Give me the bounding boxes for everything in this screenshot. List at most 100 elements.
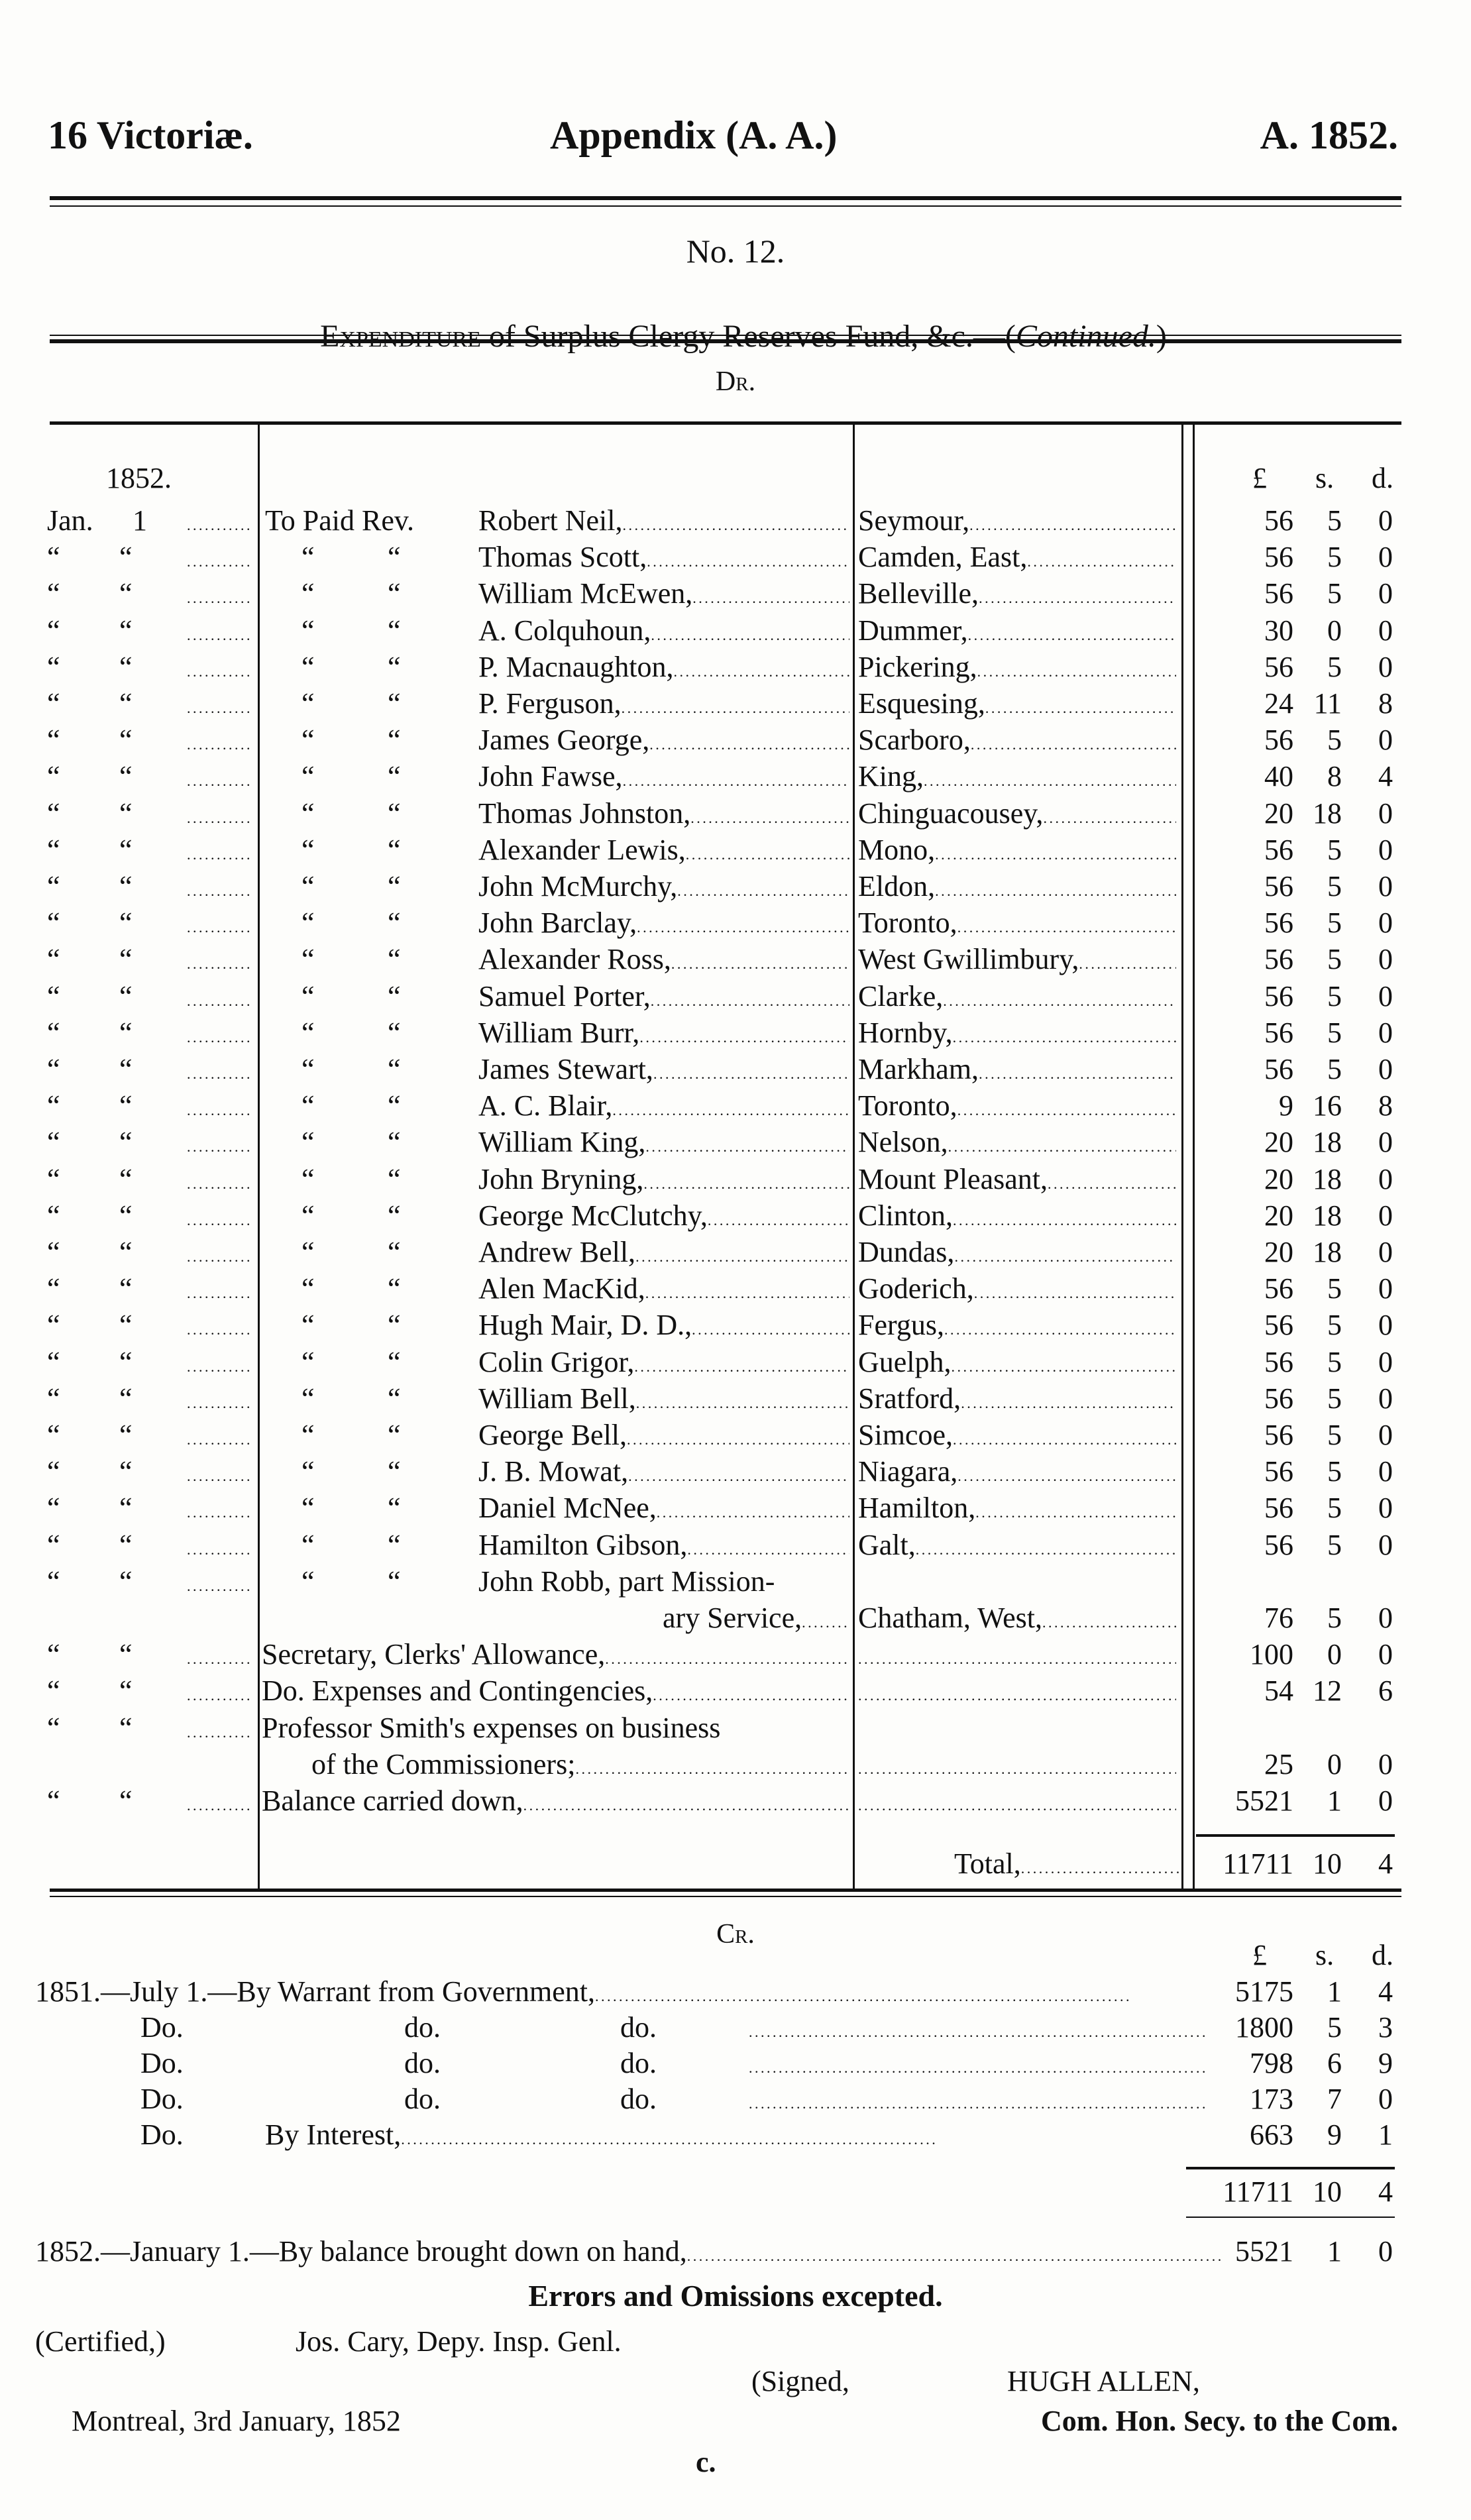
- amount-shillings: 7: [1327, 2083, 1342, 2115]
- amount-pence: 8: [1378, 1089, 1393, 1123]
- parish-name: Simcoe,: [858, 1419, 953, 1451]
- date-month: “: [47, 687, 60, 720]
- ditto-mark: “: [388, 614, 401, 647]
- leader-dots: [623, 502, 849, 539]
- date-day: “: [119, 541, 133, 574]
- date-month: “: [47, 760, 60, 793]
- leader-dots: [187, 1307, 253, 1343]
- leader-dots: [948, 1124, 1176, 1160]
- amount-pence: 0: [1378, 979, 1393, 1013]
- amount-pence: 0: [1378, 1126, 1393, 1159]
- payee-name: Thomas Scott,: [478, 541, 647, 574]
- leader-dots: [645, 1124, 849, 1160]
- date-month: “: [47, 1455, 60, 1488]
- amount-shillings: 5: [1327, 1309, 1342, 1342]
- ditto-mark: “: [301, 1053, 315, 1085]
- leader-dots: [187, 685, 253, 722]
- amount-shillings: 12: [1313, 1674, 1342, 1708]
- leader-dots: [708, 1197, 849, 1234]
- col-pounds: £: [1252, 462, 1267, 494]
- credit-heading: Cr.: [716, 1919, 755, 1949]
- ditto-mark: “: [301, 979, 315, 1013]
- leader-dots: [953, 1417, 1176, 1453]
- ditto-mark: “: [388, 1309, 401, 1342]
- date-month: “: [47, 541, 60, 574]
- date-day: “: [119, 1089, 133, 1123]
- ditto-mark: “: [301, 1016, 315, 1049]
- payee-name: Hamilton Gibson,: [478, 1528, 688, 1561]
- balance-label: 1852.—January 1.—By balance brought down…: [35, 2235, 687, 2268]
- ditto-mark: “: [301, 1492, 315, 1525]
- date-month: “: [47, 1345, 60, 1378]
- total-pence: 4: [1378, 2175, 1393, 2208]
- column-divider: [1193, 424, 1195, 1889]
- amount-pence: 0: [1378, 943, 1393, 976]
- credit-row: Do. By Interest, 663 9 1: [0, 2116, 1471, 2153]
- amount-pounds: 56: [1264, 1053, 1293, 1085]
- amount-pence: 0: [1378, 1455, 1393, 1488]
- amount-pounds: 663: [1250, 2118, 1293, 2151]
- amount-shillings: 0: [1327, 1638, 1342, 1671]
- table-row: “ “ “ “ J. B. Mowat, Niagara, 56 5 0: [0, 1453, 1471, 1490]
- table-row: “ “ “ “ A. C. Blair, Toronto, 9 16 8: [0, 1087, 1471, 1124]
- payee-name: Alexander Ross,: [478, 943, 671, 976]
- date-month: “: [47, 943, 60, 976]
- amount-pence: 0: [1378, 1528, 1393, 1561]
- leader-dots: [401, 2116, 1206, 2153]
- date-month: “: [47, 650, 60, 683]
- date-day: “: [119, 1492, 133, 1525]
- column-divider: [853, 424, 855, 1889]
- leader-dots: [653, 1051, 849, 1087]
- leader-dots: [187, 502, 253, 539]
- amount-pounds: 1800: [1235, 2011, 1293, 2044]
- leader-dots: [858, 1782, 1176, 1819]
- leader-dots: [977, 649, 1176, 685]
- date-day: “: [119, 1016, 133, 1049]
- title-close: ): [1156, 319, 1167, 354]
- leader-dots: [674, 649, 849, 685]
- ditto-mark: “: [388, 1126, 401, 1159]
- amount-shillings: 18: [1313, 1126, 1342, 1159]
- leader-dots: [924, 758, 1176, 794]
- amount-pounds: 56: [1264, 1528, 1293, 1561]
- leader-dots: [187, 1563, 253, 1600]
- parish-name: Dundas,: [858, 1236, 955, 1268]
- amount-pounds: 56: [1264, 1492, 1293, 1525]
- table-row: “ “ “ “ Colin Grigor, Guelph, 56 5 0: [0, 1344, 1471, 1380]
- title-continued: Continued.: [1015, 319, 1156, 354]
- leader-dots: [1043, 795, 1176, 832]
- amount-pounds: 56: [1264, 870, 1293, 903]
- leader-dots: [187, 1197, 253, 1234]
- table-row: “ “ “ “ John Fawse, King, 40 8 4: [0, 758, 1471, 794]
- amount-pounds: 30: [1264, 614, 1293, 647]
- ditto-mark: “: [301, 1162, 315, 1195]
- leader-dots: [187, 832, 253, 868]
- parish-name: Esquesing,: [858, 687, 985, 720]
- parish-name: Clinton,: [858, 1199, 953, 1232]
- signatory-name: HUGH ALLEN,: [1007, 2365, 1200, 2397]
- entry-description: Balance carried down,: [262, 1784, 523, 1817]
- payee-name: William King,: [478, 1126, 646, 1159]
- amount-pounds: 20: [1264, 1126, 1293, 1159]
- amount-shillings: 0: [1327, 1747, 1342, 1780]
- date-month: “: [47, 1126, 60, 1159]
- leader-dots: [961, 1380, 1176, 1417]
- leader-dots: [187, 722, 253, 758]
- payee-name: James George,: [478, 724, 650, 757]
- document-number: No. 12.: [686, 233, 785, 270]
- amount-pence: 0: [1378, 1638, 1393, 1671]
- leader-dots: [692, 1307, 849, 1343]
- amount-shillings: 8: [1327, 760, 1342, 793]
- total-shillings: 10: [1313, 2175, 1342, 2208]
- ditto-mark: “: [388, 1492, 401, 1525]
- amount-pounds: 9: [1279, 1089, 1293, 1123]
- parish-name: King,: [858, 760, 924, 793]
- leader-dots: [187, 868, 253, 904]
- payee-name: J. B. Mowat,: [478, 1455, 629, 1488]
- date-month: “: [47, 1784, 60, 1817]
- ditto-mark: “: [301, 1272, 315, 1305]
- date-day: “: [119, 1638, 133, 1671]
- amount-shillings: 5: [1327, 541, 1342, 574]
- leader-dots: [612, 1087, 849, 1124]
- leader-dots: [943, 978, 1176, 1014]
